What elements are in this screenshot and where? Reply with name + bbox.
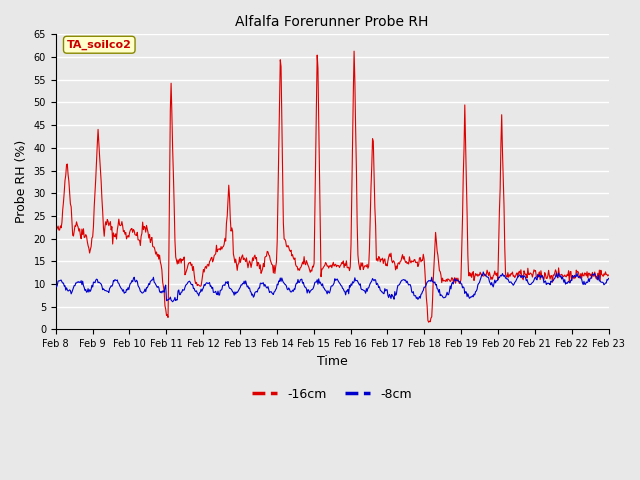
Legend: -16cm, -8cm: -16cm, -8cm xyxy=(247,383,417,406)
Y-axis label: Probe RH (%): Probe RH (%) xyxy=(15,140,28,224)
Title: Alfalfa Forerunner Probe RH: Alfalfa Forerunner Probe RH xyxy=(236,15,429,29)
Text: TA_soilco2: TA_soilco2 xyxy=(67,40,132,50)
X-axis label: Time: Time xyxy=(317,355,348,368)
